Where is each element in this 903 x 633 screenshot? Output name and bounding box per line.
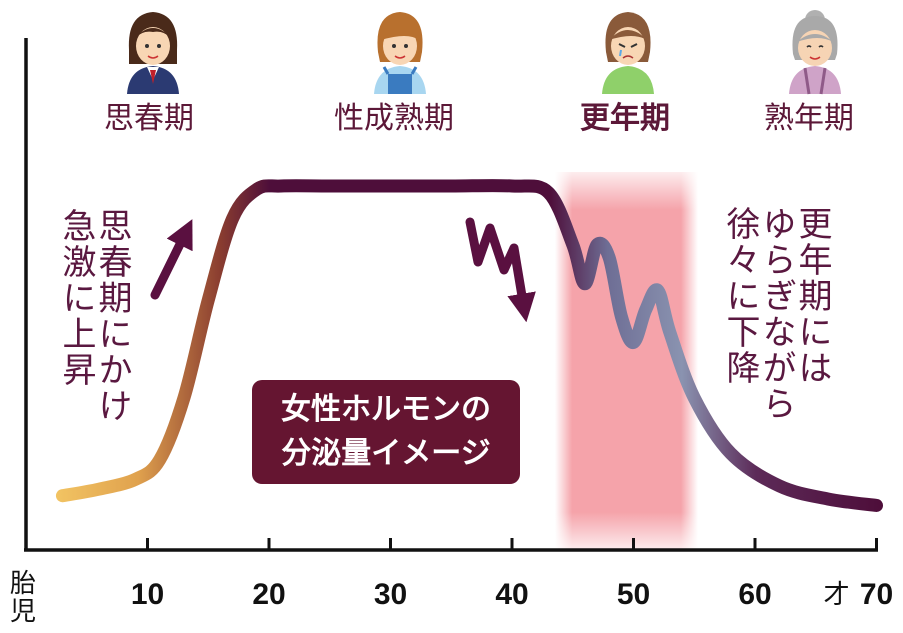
chart-title-line-1: 女性ホルモンの [281,392,491,427]
x-origin-label-2: 児 [10,597,36,627]
x-tick-label-10: 10 [131,578,164,611]
x-tick-label-40: 40 [495,578,528,611]
girl-student-avatar [127,12,179,94]
stage-label-maturity: 性成熟期 [334,101,454,136]
x-tick-label-50: 50 [617,578,650,611]
hormone-curve-line [55,179,883,512]
x-tick-label-70: 70 [860,578,893,611]
x-unit-label: 才 [823,580,849,610]
x-axis-tick-labels: 10 20 30 40 50 60 70 才 [131,578,893,611]
chart-title-line-2: 分泌量イメージ [281,436,491,471]
decline-zigzag-arrow-icon [465,217,536,323]
rise-arrow-icon [150,219,193,300]
rise-annotation: 思春期にかけ 急激に上昇 [56,208,132,448]
rise-annotation-line-2: 急激に上昇 [56,208,96,388]
x-tick-label-30: 30 [374,578,407,611]
rise-annotation-line-1: 思春期にかけ [92,208,132,424]
decline-annotation-line-1: 更年期には [792,206,832,386]
x-origin-label: 胎 [10,569,36,599]
chart-title-box: 女性ホルモンの 分泌量イメージ [252,380,520,484]
stage-label-menopause: 更年期 [580,101,670,136]
stage-label-puberty: 思春期 [104,101,194,136]
tearful-woman-avatar [602,12,654,94]
x-axis-ticks [146,538,878,550]
decline-annotation: 更年期には ゆらぎながら 徐々に下降 [720,206,832,446]
x-tick-label-60: 60 [738,578,771,611]
stage-label-senior: 熟年期 [764,101,854,136]
decline-annotation-line-3: 徐々に下降 [720,206,760,386]
x-tick-label-20: 20 [252,578,285,611]
elderly-woman-avatar [789,10,841,95]
decline-annotation-line-2: ゆらぎながら [756,206,796,422]
woman-apron-avatar [374,12,426,94]
